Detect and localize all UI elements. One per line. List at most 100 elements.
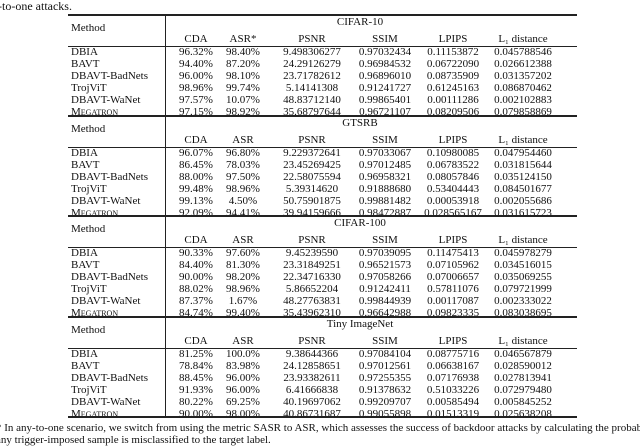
table-cell: 78.03% [226,159,260,171]
table-cell: 98.96% [226,183,260,195]
method-name: DBAVT-WaNet [71,295,141,307]
column-header: LPIPS [438,234,468,246]
method-name: TrojViT [71,283,107,295]
table-cell: 0.005845252 [494,396,552,408]
table-cell: 90.33% [179,247,213,259]
header-rule [68,247,577,248]
table-cell: 0.99209707 [358,396,412,408]
table-cell: 98.96% [226,283,260,295]
table-cell: 0.11475413 [427,247,479,259]
table-cell: 0.96896010 [358,70,412,82]
table-cell: 99.74% [226,82,260,94]
method-name: BAVT [71,58,100,70]
table-cell: 96.00% [226,384,260,396]
table-cell: 0.047954460 [494,147,552,159]
table-cell: 0.084501677 [494,183,552,195]
column-header: CDA [184,134,208,146]
column-header: PSNR [298,134,326,146]
column-header: CDA [184,335,208,347]
table-cell: 98.10% [226,70,260,82]
table-cell: 0.07006657 [426,271,480,283]
table-cell: 23.93382611 [283,372,341,384]
table-cell: 0.025638208 [494,408,552,420]
column-header: PSNR [298,33,326,45]
table-cell: 0.99865401 [358,94,412,106]
column-header: L₁ distance [498,335,548,347]
table-cell: 0.97255355 [358,372,412,384]
table-cell: 0.035069255 [494,271,552,283]
method-header: Method [71,123,106,135]
table-cell: 0.96984532 [358,58,412,70]
table-cell: 80.22% [179,396,213,408]
table-cell: 87.20% [226,58,260,70]
table-cell: 81.30% [226,259,260,271]
table-cell: 0.97012561 [358,360,412,372]
table-cell: 98.20% [226,271,260,283]
table-cell: 0.08057846 [426,171,480,183]
table-cell: 94.40% [179,58,213,70]
table-cell: 86.45% [179,159,213,171]
table-cell: 0.11153872 [427,46,479,58]
table-cell: 0.002102883 [494,94,552,106]
table-cell: 69.25% [226,396,260,408]
table-caption: -to-one attacks. [0,0,72,13]
table-cell: 0.97084104 [358,348,412,360]
method-name: DBIA [71,247,98,259]
table-cell: 0.91242411 [359,283,411,295]
column-header: PSNR [298,335,326,347]
table-cell: 88.45% [179,372,213,384]
table-cell: 23.31849251 [283,259,341,271]
table-cell: 0.99881482 [358,195,412,207]
table-cell: 24.29126279 [283,58,341,70]
column-header: SSIM [372,134,398,146]
dataset-title: CIFAR-10 [336,16,384,28]
table-cell: 0.031815644 [494,159,552,171]
vertical-rule [165,117,166,216]
table-cell: 0.97012485 [358,159,412,171]
dataset-title: GTSRB [342,117,378,129]
method-name: DBAVT-WaNet [71,195,141,207]
table-cell: 99.13% [179,195,213,207]
table-cell: 98.96% [179,82,213,94]
table-cell: 88.02% [179,283,213,295]
table-cell: 0.031357202 [494,70,552,82]
table-cell: 0.027813941 [494,372,552,384]
table-cell: 0.045978279 [494,247,552,259]
column-header: ASR* [229,33,257,45]
column-header: SSIM [372,234,398,246]
table-cell: 0.53404443 [426,183,480,195]
table-cell: 0.97058266 [358,271,412,283]
top-rule [68,14,577,16]
column-header: L₁ distance [498,33,548,45]
table-cell: 100.0% [226,348,260,360]
method-name: BAVT [71,259,100,271]
table-cell: 23.45269425 [283,159,341,171]
column-header: L₁ distance [498,134,548,146]
method-name: TrojViT [71,82,107,94]
column-header: ASR [232,335,254,347]
table-cell: 0.06638167 [426,360,480,372]
table-cell: 0.08775716 [426,348,480,360]
table-cell: 9.38644366 [285,348,339,360]
table-block-2: CIFAR-100 Method CDA ASR PSNR SSIM LPIPS L₁ dis… [68,215,577,319]
table-cell: 96.00% [226,372,260,384]
method-name: DBAVT-BadNets [71,271,149,283]
column-header: SSIM [372,33,398,45]
column-header: LPIPS [438,335,468,347]
table-cell: 91.93% [179,384,213,396]
table-cell: 90.00% [179,271,213,283]
table-cell: 4.50% [228,195,258,207]
table-cell: 9.229372641 [283,147,341,159]
table-cell: 0.91241727 [358,82,412,94]
table-cell: 96.07% [179,147,213,159]
table-cell: 0.97039095 [358,247,412,259]
vertical-rule [165,16,166,115]
table-cell: 22.34716330 [283,271,341,283]
footnote-line-1: * In any-to-one scenario, we switch from… [0,422,640,434]
table-cell: 0.99844939 [358,295,412,307]
table-cell: 0.086870462 [494,82,552,94]
column-header: ASR [232,134,254,146]
table-cell: 0.00111286 [427,94,479,106]
table-cell: 40.19697062 [283,396,341,408]
dataset-title: CIFAR-100 [334,217,386,229]
